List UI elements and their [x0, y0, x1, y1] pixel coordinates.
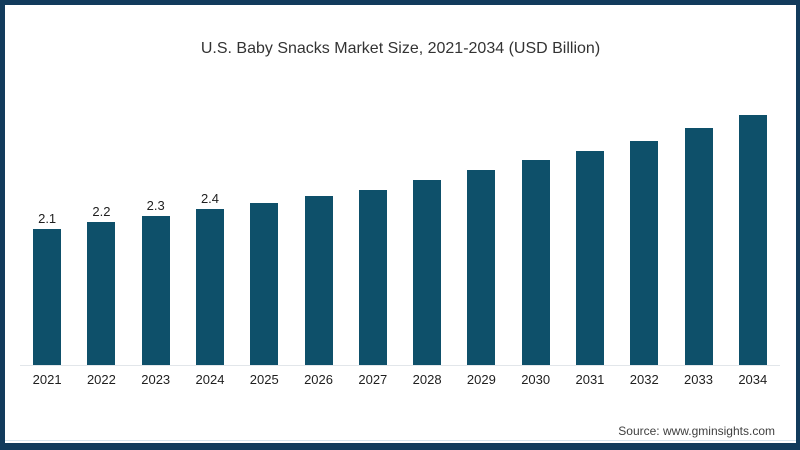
bottom-accent-line: [5, 440, 796, 441]
bar: [250, 202, 279, 365]
bar-value-label: 2.2: [92, 204, 111, 219]
bar: [630, 140, 659, 365]
bar: [33, 228, 62, 365]
bar-group: 2.4: [183, 191, 237, 365]
x-axis-tick-label: 2022: [86, 372, 116, 387]
bar-value-label: 2.3: [146, 197, 165, 213]
x-axis-tick-label: 2031: [575, 372, 605, 387]
bar-group: [454, 167, 508, 365]
x-axis-tick-label: 2023: [141, 372, 171, 387]
x-axis-tick-label: 2030: [521, 372, 551, 387]
x-axis-tick-label: 2026: [304, 372, 333, 387]
bar-group: [509, 157, 563, 365]
x-axis-tick-label: 2025: [249, 372, 279, 387]
bar-group: [671, 125, 725, 365]
bar: [195, 209, 224, 365]
plot-area: 2.1 2.2 2.3 2.4: [20, 5, 780, 365]
bar: [467, 170, 496, 365]
x-axis-tick-label: 2027: [358, 372, 388, 387]
bar-group: [237, 200, 291, 365]
bar-group: [291, 193, 345, 365]
bar-group: [726, 112, 780, 365]
x-axis-tick-label: 2021: [32, 372, 62, 387]
bar-group: 2.1: [20, 210, 74, 365]
bar-value-label: 2.1: [38, 210, 57, 226]
source-attribution: Source: www.gminsights.com: [618, 424, 775, 438]
bar-group: 2.2: [74, 204, 128, 365]
bar-group: [563, 148, 617, 365]
x-axis-tick-label: 2033: [684, 372, 713, 387]
bar: [684, 127, 713, 365]
bar-group: [346, 187, 400, 365]
x-axis-line: [20, 365, 780, 366]
bar: [87, 222, 116, 365]
x-axis-tick-label: 2024: [195, 372, 225, 387]
bar: [521, 160, 550, 365]
bar-group: [617, 138, 671, 365]
x-axis-tick-label: 2029: [466, 372, 496, 387]
chart-title: U.S. Baby Snacks Market Size, 2021-2034 …: [200, 40, 601, 57]
x-axis-tick-label: 2028: [412, 372, 442, 387]
x-axis-labels: 2021 2022 2023 2024 2025 2026 2027 2028 2029 2030…: [20, 372, 780, 387]
bar: [575, 150, 604, 365]
bar: [141, 215, 170, 365]
bar-value-label: 2.4: [200, 191, 220, 206]
x-axis-tick-label: 2032: [629, 372, 659, 387]
bar: [738, 114, 767, 365]
bar: [413, 179, 442, 365]
bar-group: 2.3: [129, 197, 183, 365]
x-axis-tick-label: 2034: [738, 372, 768, 387]
bar: [358, 189, 387, 365]
bar: [304, 196, 333, 365]
bar-group: [400, 177, 454, 365]
